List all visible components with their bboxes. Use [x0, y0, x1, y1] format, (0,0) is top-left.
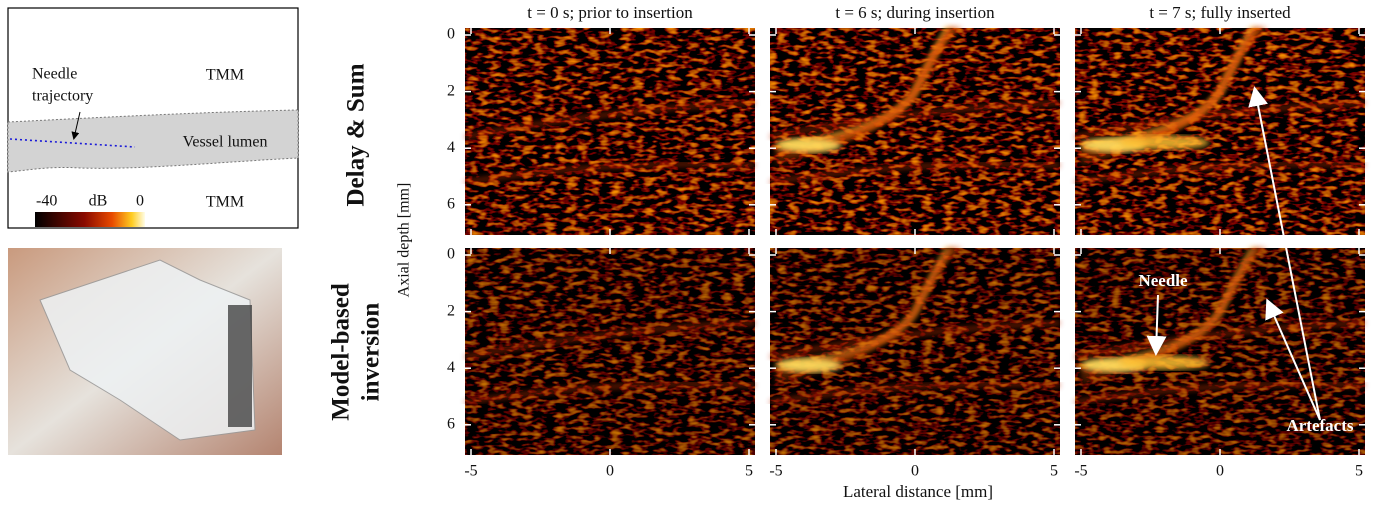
image-panel [1074, 246, 1366, 455]
y-tick-label: 2 [447, 82, 455, 99]
tmm-label: TMM [206, 67, 244, 84]
layer [769, 382, 1061, 404]
image-panel [1074, 26, 1366, 235]
image-panel [769, 246, 1061, 455]
column-title: t = 6 s; during insertion [835, 3, 995, 22]
x-tick-label: 5 [1050, 463, 1058, 480]
column-title: t = 0 s; prior to insertion [527, 3, 693, 22]
speckle [465, 28, 755, 235]
layer [464, 162, 756, 184]
probe-tip [228, 305, 252, 427]
column-title: t = 7 s; fully inserted [1149, 3, 1291, 22]
needle-echo [1119, 135, 1210, 150]
layer [1074, 101, 1366, 139]
annotations: Needle Artefacts [1138, 86, 1354, 435]
y-tick-label: 0 [447, 246, 455, 263]
layer [1074, 321, 1366, 359]
needle-label: trajectory [32, 88, 93, 105]
x-tick-label: 0 [1216, 463, 1224, 480]
x-tick-label: -5 [464, 463, 477, 480]
colorbar [35, 212, 145, 227]
speckle [770, 28, 1060, 235]
needle-trajectory [9, 138, 136, 148]
panels: t = 0 s; prior to insertion 0 2 4 6 -5 0 5 0 2 4 6 t… [447, 3, 1366, 480]
y-tick-label: 2 [447, 302, 455, 319]
layer [769, 101, 1061, 139]
y-tick-label: 4 [447, 359, 455, 376]
vessel-band [7, 109, 299, 173]
layer [1074, 382, 1366, 404]
layer [769, 321, 1061, 359]
layer [464, 382, 756, 404]
probe [39, 259, 256, 441]
needle-echo [777, 358, 842, 373]
layer [769, 162, 1061, 184]
arrow [1265, 298, 1321, 421]
x-tick-label: 5 [1355, 463, 1363, 480]
needle-annotation: Needle [1138, 271, 1188, 290]
tmm-label: TMM [206, 194, 244, 211]
needle-echo [777, 138, 842, 153]
vessel-label: Vessel lumen [183, 134, 268, 151]
pointer [71, 111, 81, 140]
row-label: inversion [358, 303, 385, 402]
colorbar-max: 0 [136, 193, 144, 210]
layer [464, 321, 756, 359]
layer [464, 101, 756, 139]
schematic: Needle trajectory TMM Vessel lumen TMM -… [7, 7, 299, 229]
speckle [465, 248, 755, 455]
x-tick-label: -5 [769, 463, 782, 480]
colorbar-unit: dB [89, 193, 108, 210]
image-panel [769, 26, 1061, 235]
arrow [1146, 294, 1167, 356]
artefacts-annotation: Artefacts [1286, 416, 1353, 435]
x-tick-label: 0 [606, 463, 614, 480]
x-tick-label: -5 [1074, 463, 1087, 480]
y-axis-label: Axial depth [mm] [396, 183, 413, 298]
needle-label: Needle [32, 66, 77, 83]
image-panel [464, 248, 756, 455]
colorbar-min: -40 [36, 193, 57, 210]
speckle [770, 248, 1060, 455]
y-tick-label: 6 [447, 195, 455, 212]
needle-echo [1119, 355, 1210, 370]
y-tick-label: 4 [447, 139, 455, 156]
x-axis-label: Lateral distance [mm] [843, 482, 993, 501]
y-tick-label: 6 [447, 415, 455, 432]
speckle [1075, 248, 1365, 455]
x-tick-label: 0 [911, 463, 919, 480]
row-label: Delay & Sum [343, 63, 370, 206]
photo [8, 248, 282, 455]
y-tick-label: 0 [447, 26, 455, 43]
layer [1074, 162, 1366, 184]
row-label: Model-based [328, 283, 355, 421]
speckle [1075, 28, 1365, 235]
image-panel [464, 28, 756, 235]
x-tick-label: 5 [745, 463, 753, 480]
arrow [1248, 86, 1321, 421]
